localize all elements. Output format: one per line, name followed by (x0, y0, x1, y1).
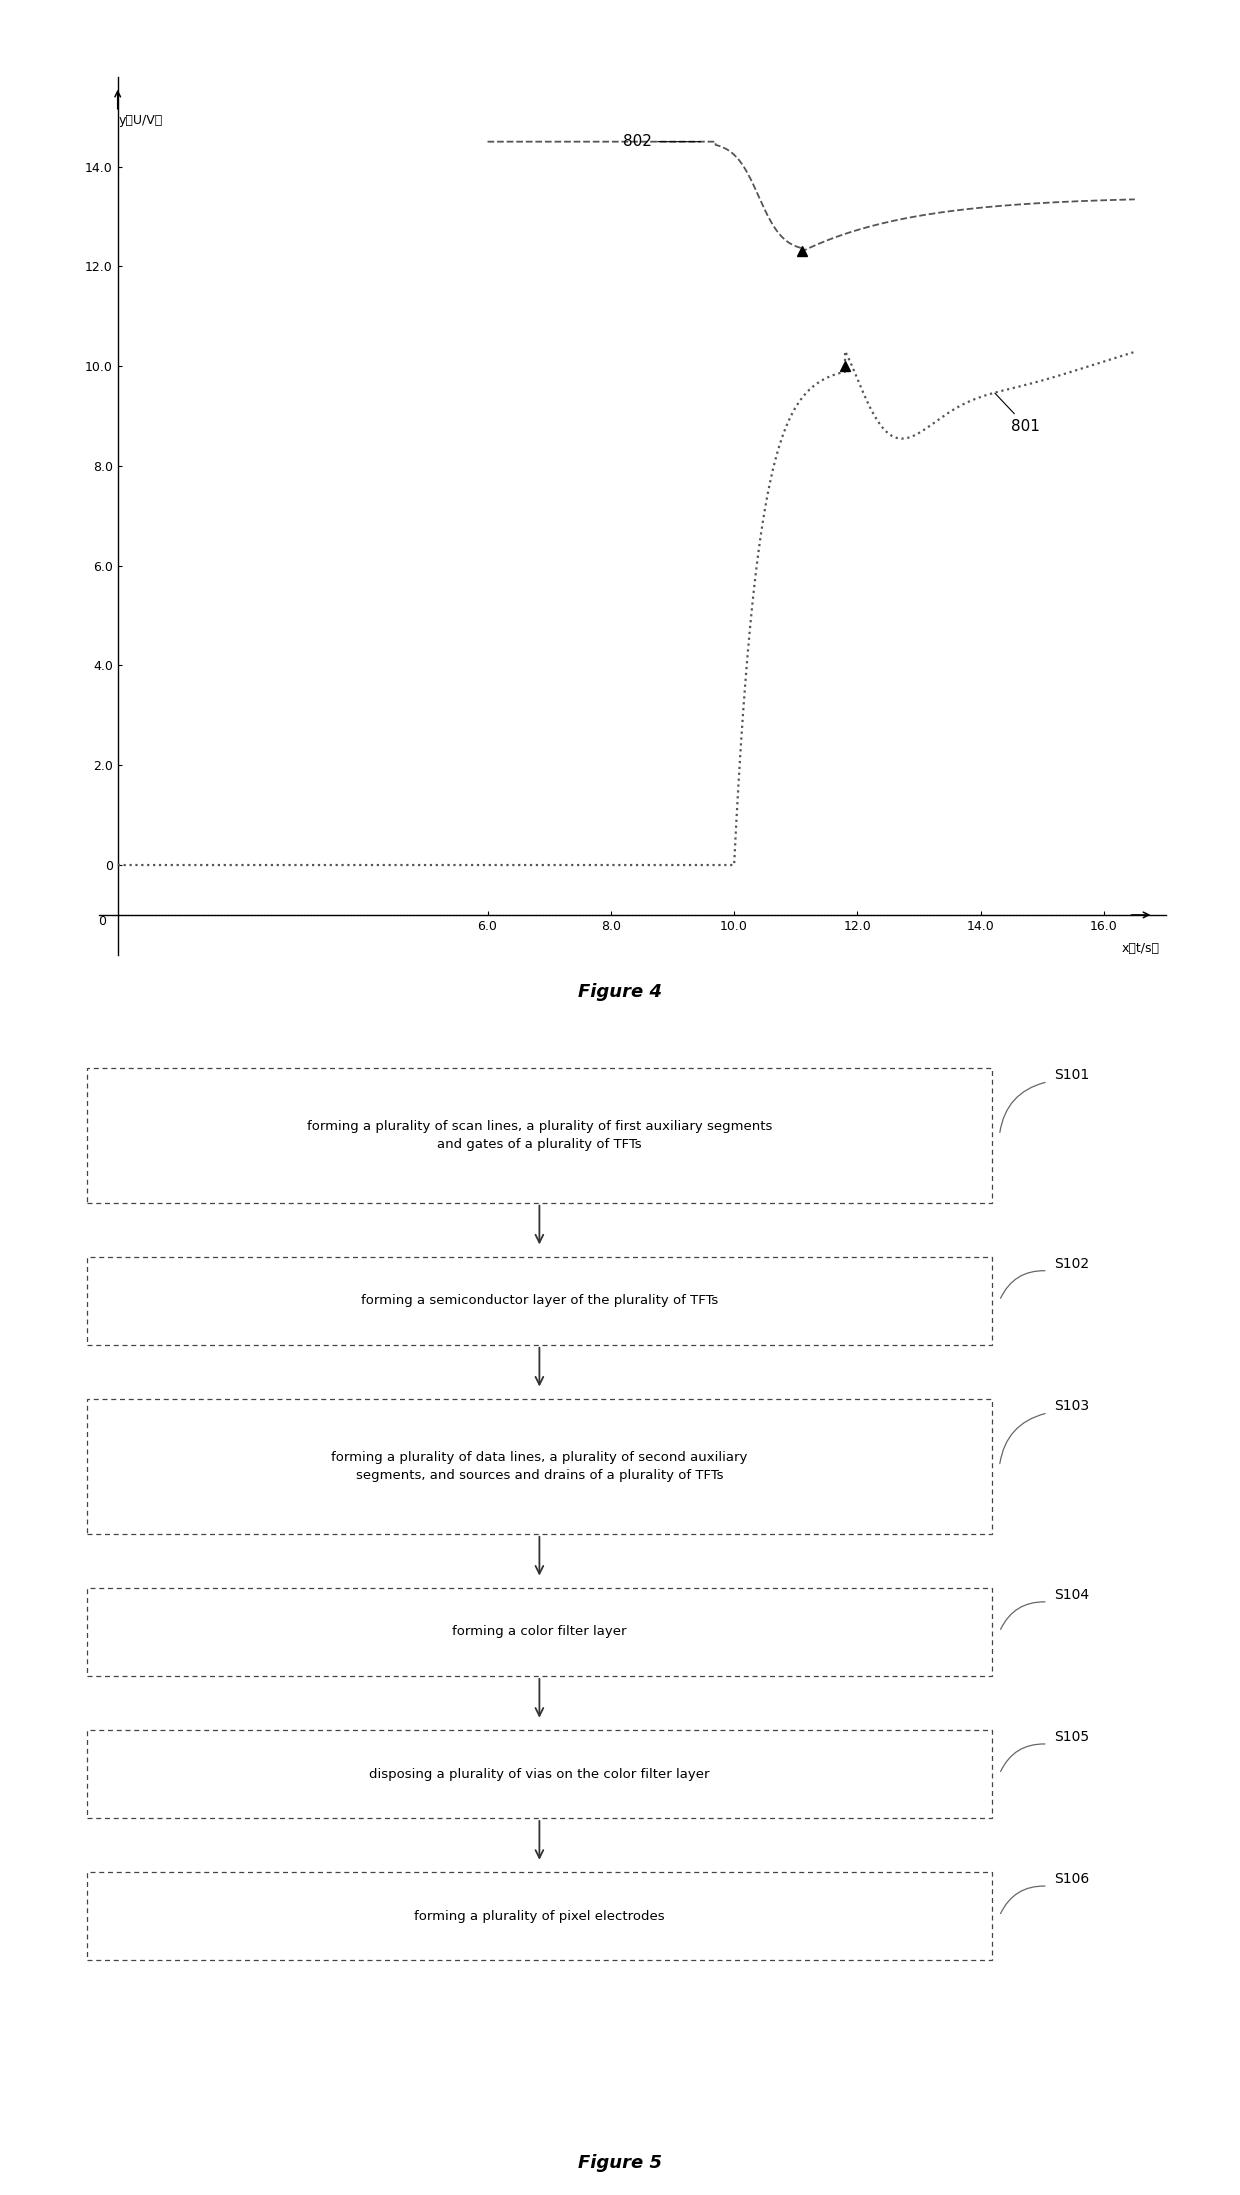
Text: S104: S104 (1054, 1587, 1089, 1602)
FancyBboxPatch shape (87, 1872, 992, 1960)
Text: 802: 802 (624, 134, 701, 149)
Text: forming a color filter layer: forming a color filter layer (453, 1626, 626, 1637)
Text: S101: S101 (1054, 1067, 1089, 1082)
Text: S103: S103 (1054, 1398, 1089, 1414)
Text: forming a semiconductor layer of the plurality of TFTs: forming a semiconductor layer of the plu… (361, 1295, 718, 1308)
Text: 801: 801 (994, 393, 1040, 435)
Text: Figure 4: Figure 4 (578, 983, 662, 1001)
FancyBboxPatch shape (87, 1258, 992, 1346)
Text: forming a plurality of data lines, a plurality of second auxiliary
segments, and: forming a plurality of data lines, a plu… (331, 1451, 748, 1482)
Text: forming a plurality of pixel electrodes: forming a plurality of pixel electrodes (414, 1910, 665, 1923)
FancyBboxPatch shape (87, 1587, 992, 1677)
Text: S105: S105 (1054, 1730, 1089, 1745)
Text: S102: S102 (1054, 1258, 1089, 1271)
FancyBboxPatch shape (87, 1398, 992, 1534)
Text: Figure 5: Figure 5 (578, 2153, 662, 2171)
FancyBboxPatch shape (87, 1067, 992, 1203)
Text: 0: 0 (99, 915, 107, 928)
Text: S106: S106 (1054, 1872, 1089, 1886)
Text: disposing a plurality of vias on the color filter layer: disposing a plurality of vias on the col… (370, 1767, 709, 1780)
FancyBboxPatch shape (87, 1730, 992, 1817)
Text: x（t/s）: x（t/s） (1121, 942, 1159, 955)
Text: y（U/V）: y（U/V） (119, 114, 164, 127)
Text: forming a plurality of scan lines, a plurality of first auxiliary segments
and g: forming a plurality of scan lines, a plu… (306, 1119, 773, 1150)
